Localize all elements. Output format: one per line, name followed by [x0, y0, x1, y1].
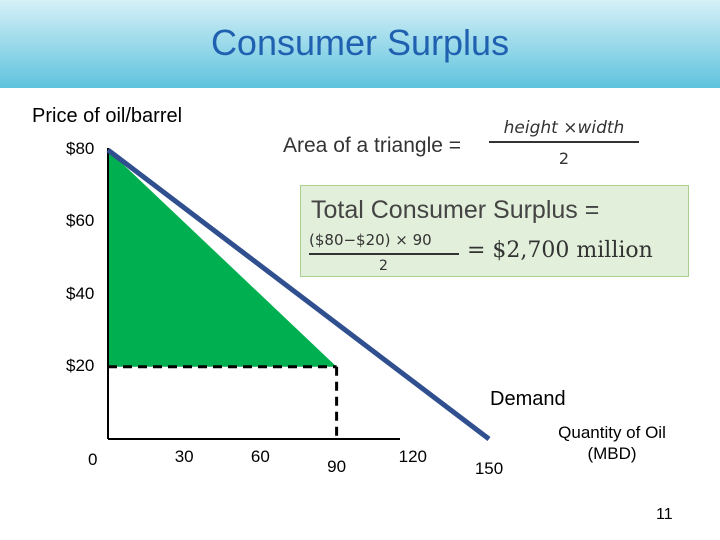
x-tick-label: 150 [474, 459, 504, 478]
x-tick-label: 90 [327, 457, 347, 476]
surplus-denominator: 2 [379, 258, 388, 274]
demand-curve [106, 148, 491, 441]
y-tick-label: $20 [66, 355, 95, 375]
y-tick-label: $80 [66, 139, 95, 158]
formula-numerator: height ×width [503, 118, 625, 138]
surplus-result: = $2,700 million [467, 238, 653, 263]
formula-fraction-bar [489, 141, 639, 143]
y-tick-label: $60 [66, 211, 95, 231]
surplus-fraction-bar [309, 253, 459, 255]
consumer-surplus-box: Total Consumer Surplus = ($80−$20) × 90 … [300, 185, 689, 277]
surplus-heading: Total Consumer Surplus = [311, 196, 600, 224]
formula-fraction: height ×width 2 [489, 118, 639, 168]
x-tick-label: 120 [398, 447, 427, 466]
consumer-surplus-area [108, 150, 337, 367]
x-tick-label: 60 [250, 447, 270, 466]
x-tick-label: 30 [174, 447, 194, 466]
y-tick-label: 0 [88, 450, 98, 469]
formula-lhs: Area of a triangle = [283, 134, 462, 157]
y-tick-label: $40 [66, 283, 95, 303]
y-axis-label: Price of oil/barrel [32, 105, 183, 127]
x-axis-label: Quantity of Oil (MBD) [558, 423, 666, 463]
slide-title: Consumer Surplus [210, 22, 510, 63]
page-number: 11 [656, 506, 673, 523]
surplus-numerator: ($80−$20) × 90 [309, 231, 432, 249]
demand-label: Demand [490, 388, 566, 410]
formula-denominator: 2 [558, 149, 570, 168]
title-banner [0, 0, 720, 88]
